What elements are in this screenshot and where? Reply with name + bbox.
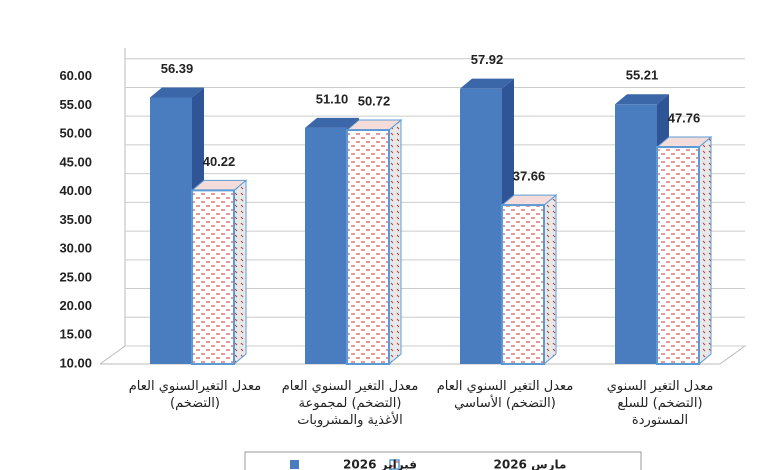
bar-side [388, 118, 402, 366]
bar [460, 88, 502, 364]
y-tick-label: 20.00 [59, 298, 92, 313]
y-tick-label: 50.00 [59, 126, 92, 141]
value-label: 47.76 [668, 110, 701, 125]
bar [615, 104, 657, 365]
value-label: 56.39 [161, 61, 194, 76]
x-tick-label: معدل التغيرالسنوي العام (التضخم) [128, 379, 262, 411]
value-label: 40.22 [203, 154, 236, 169]
bar [501, 204, 545, 365]
y-tick-label: 10.00 [59, 355, 92, 370]
bar [150, 97, 192, 365]
bar-top [305, 117, 359, 128]
y-tick-label: 45.00 [59, 154, 92, 169]
x-tick-label: معدل التغير السنوي العام (التضخم) لمجموع… [281, 379, 419, 428]
legend-swatch [389, 459, 400, 470]
bar-top [460, 78, 514, 89]
value-label: 57.92 [471, 52, 504, 67]
bar-side [698, 135, 712, 366]
value-label: 55.21 [626, 68, 659, 83]
y-tick-label: 55.00 [59, 97, 92, 112]
value-label: 51.10 [316, 91, 349, 106]
bar-top [615, 94, 669, 105]
legend-swatch [290, 460, 299, 469]
legend-label: مارس 2026 [494, 458, 567, 470]
bar-top [150, 87, 204, 98]
y-tick-label: 60.00 [59, 68, 92, 83]
legend-box [244, 451, 642, 470]
bar [191, 189, 235, 365]
bar-side [233, 179, 247, 366]
legend-label: فبراير 2026 [343, 458, 417, 470]
x-tick-label: معدل التغير السنوي (التضخم) للسلع المستو… [606, 379, 714, 428]
y-tick-label: 35.00 [59, 212, 92, 227]
value-label: 37.66 [513, 169, 546, 184]
y-tick-label: 15.00 [59, 327, 92, 342]
y-tick-label: 40.00 [59, 183, 92, 198]
bar [346, 129, 390, 365]
x-tick-label: معدل التغير السنوي العام (التضخم) الأساس… [436, 379, 574, 411]
y-tick-label: 25.00 [59, 269, 92, 284]
bar-side [543, 194, 557, 366]
value-label: 50.72 [358, 93, 391, 108]
y-tick-label: 30.00 [59, 241, 92, 256]
bar [305, 127, 347, 364]
bar [656, 146, 700, 365]
